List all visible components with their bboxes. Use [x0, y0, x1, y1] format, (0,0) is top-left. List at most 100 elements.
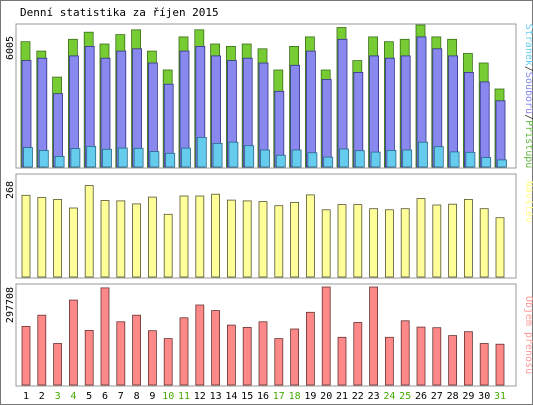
visits-bar [448, 203, 458, 278]
day-label: 24 [383, 391, 395, 402]
hits-ymax-label: 6005 [5, 36, 16, 60]
day-label: 31 [494, 391, 506, 402]
visits-bar [116, 200, 126, 278]
traffic-legend-label: Objem přenosu [523, 296, 533, 374]
day-label: 15 [241, 391, 253, 402]
visits-bar [369, 208, 379, 278]
day-label: 8 [134, 391, 140, 402]
traffic-bar [353, 322, 363, 386]
visits-bar [290, 201, 300, 278]
traffic-bar [211, 310, 221, 386]
files-bar [305, 50, 316, 168]
pages-bar [196, 136, 207, 168]
traffic-bar [258, 321, 268, 386]
files-bar [479, 81, 490, 168]
day-label: 17 [273, 391, 285, 402]
traffic-bar [321, 286, 331, 386]
visits-bar [147, 196, 157, 278]
visits-bar [432, 204, 442, 278]
visits-bar [274, 205, 284, 278]
visits-bar [384, 209, 394, 278]
pages-bar [133, 147, 144, 168]
pages-bar [244, 145, 255, 168]
day-label: 16 [257, 391, 269, 402]
traffic-bar [21, 325, 31, 386]
visits-bar [100, 200, 110, 278]
traffic-bar [416, 326, 426, 386]
pages-bar [481, 157, 492, 168]
visits-bar [463, 198, 473, 278]
visits-bar [353, 204, 363, 278]
traffic-bar [479, 343, 489, 386]
pages-bar [117, 147, 128, 168]
traffic-bar [69, 299, 78, 386]
day-label: 23 [368, 391, 380, 402]
day-label: 19 [304, 391, 316, 402]
visits-bar [495, 217, 505, 278]
pages-bar [323, 156, 334, 168]
day-label: 2 [39, 391, 45, 402]
chart-title: Denní statistika za říjen 2015 [20, 6, 219, 19]
day-label: 28 [447, 391, 459, 402]
visits-bar [479, 208, 489, 278]
traffic-bar [37, 314, 47, 386]
day-label: 27 [431, 391, 443, 402]
day-label: 30 [478, 391, 490, 402]
pages-bar [181, 147, 191, 168]
traffic-bars [21, 286, 505, 386]
traffic-bar [163, 338, 173, 386]
traffic-bar [369, 286, 379, 386]
pages-bar [149, 151, 160, 168]
pages-bar [497, 159, 507, 168]
pages-bar [291, 149, 302, 168]
day-label: 20 [320, 391, 332, 402]
pages-bar [70, 148, 81, 168]
visits-bar [21, 194, 31, 278]
traffic-bar [53, 343, 62, 386]
traffic-bar [116, 321, 126, 386]
visits-bar [321, 209, 331, 278]
hits-bars [20, 24, 507, 168]
visits-bar [53, 198, 62, 278]
pages-bar [465, 151, 476, 168]
traffic-bar [384, 336, 394, 386]
day-label: 18 [289, 391, 301, 402]
traffic-bar [84, 329, 94, 386]
pages-bar [54, 155, 65, 168]
pages-bar [86, 145, 97, 168]
day-label: 21 [336, 391, 348, 402]
pages-bar [433, 146, 444, 168]
day-label: 22 [352, 391, 364, 402]
pages-bar [307, 152, 318, 168]
visits-bar [416, 198, 426, 278]
day-label: 13 [210, 391, 222, 402]
traffic-bar [432, 327, 442, 386]
day-label: 1 [23, 391, 29, 402]
traffic-bar [290, 328, 300, 386]
visits-bar [195, 195, 205, 278]
day-label: 7 [118, 391, 124, 402]
traffic-bar [305, 311, 315, 386]
files-bar [369, 55, 380, 168]
day-axis: 1 2 3 4 5 6 7 8 9 10 11 12 13 14 15 16 17 18 19 20 21 22 23 24 2… [23, 391, 506, 402]
pages-bar [275, 154, 286, 168]
visits-bar [242, 200, 252, 278]
pages-bar [23, 147, 33, 168]
pages-bar [38, 149, 49, 168]
day-label: 6 [102, 391, 108, 402]
visits-legend-label: Návštěv [523, 181, 533, 223]
day-label: 10 [162, 391, 174, 402]
visits-bar [211, 193, 221, 278]
visits-bar [400, 208, 410, 278]
pages-bar [212, 142, 223, 168]
traffic-bar [463, 331, 473, 386]
pages-bar [165, 152, 176, 168]
day-label: 12 [194, 391, 206, 402]
day-label: 5 [86, 391, 92, 402]
traffic-bar [179, 317, 189, 386]
files-bar [337, 38, 348, 168]
visits-bar [305, 194, 315, 278]
day-label: 3 [55, 391, 61, 402]
pages-bar [228, 141, 239, 168]
